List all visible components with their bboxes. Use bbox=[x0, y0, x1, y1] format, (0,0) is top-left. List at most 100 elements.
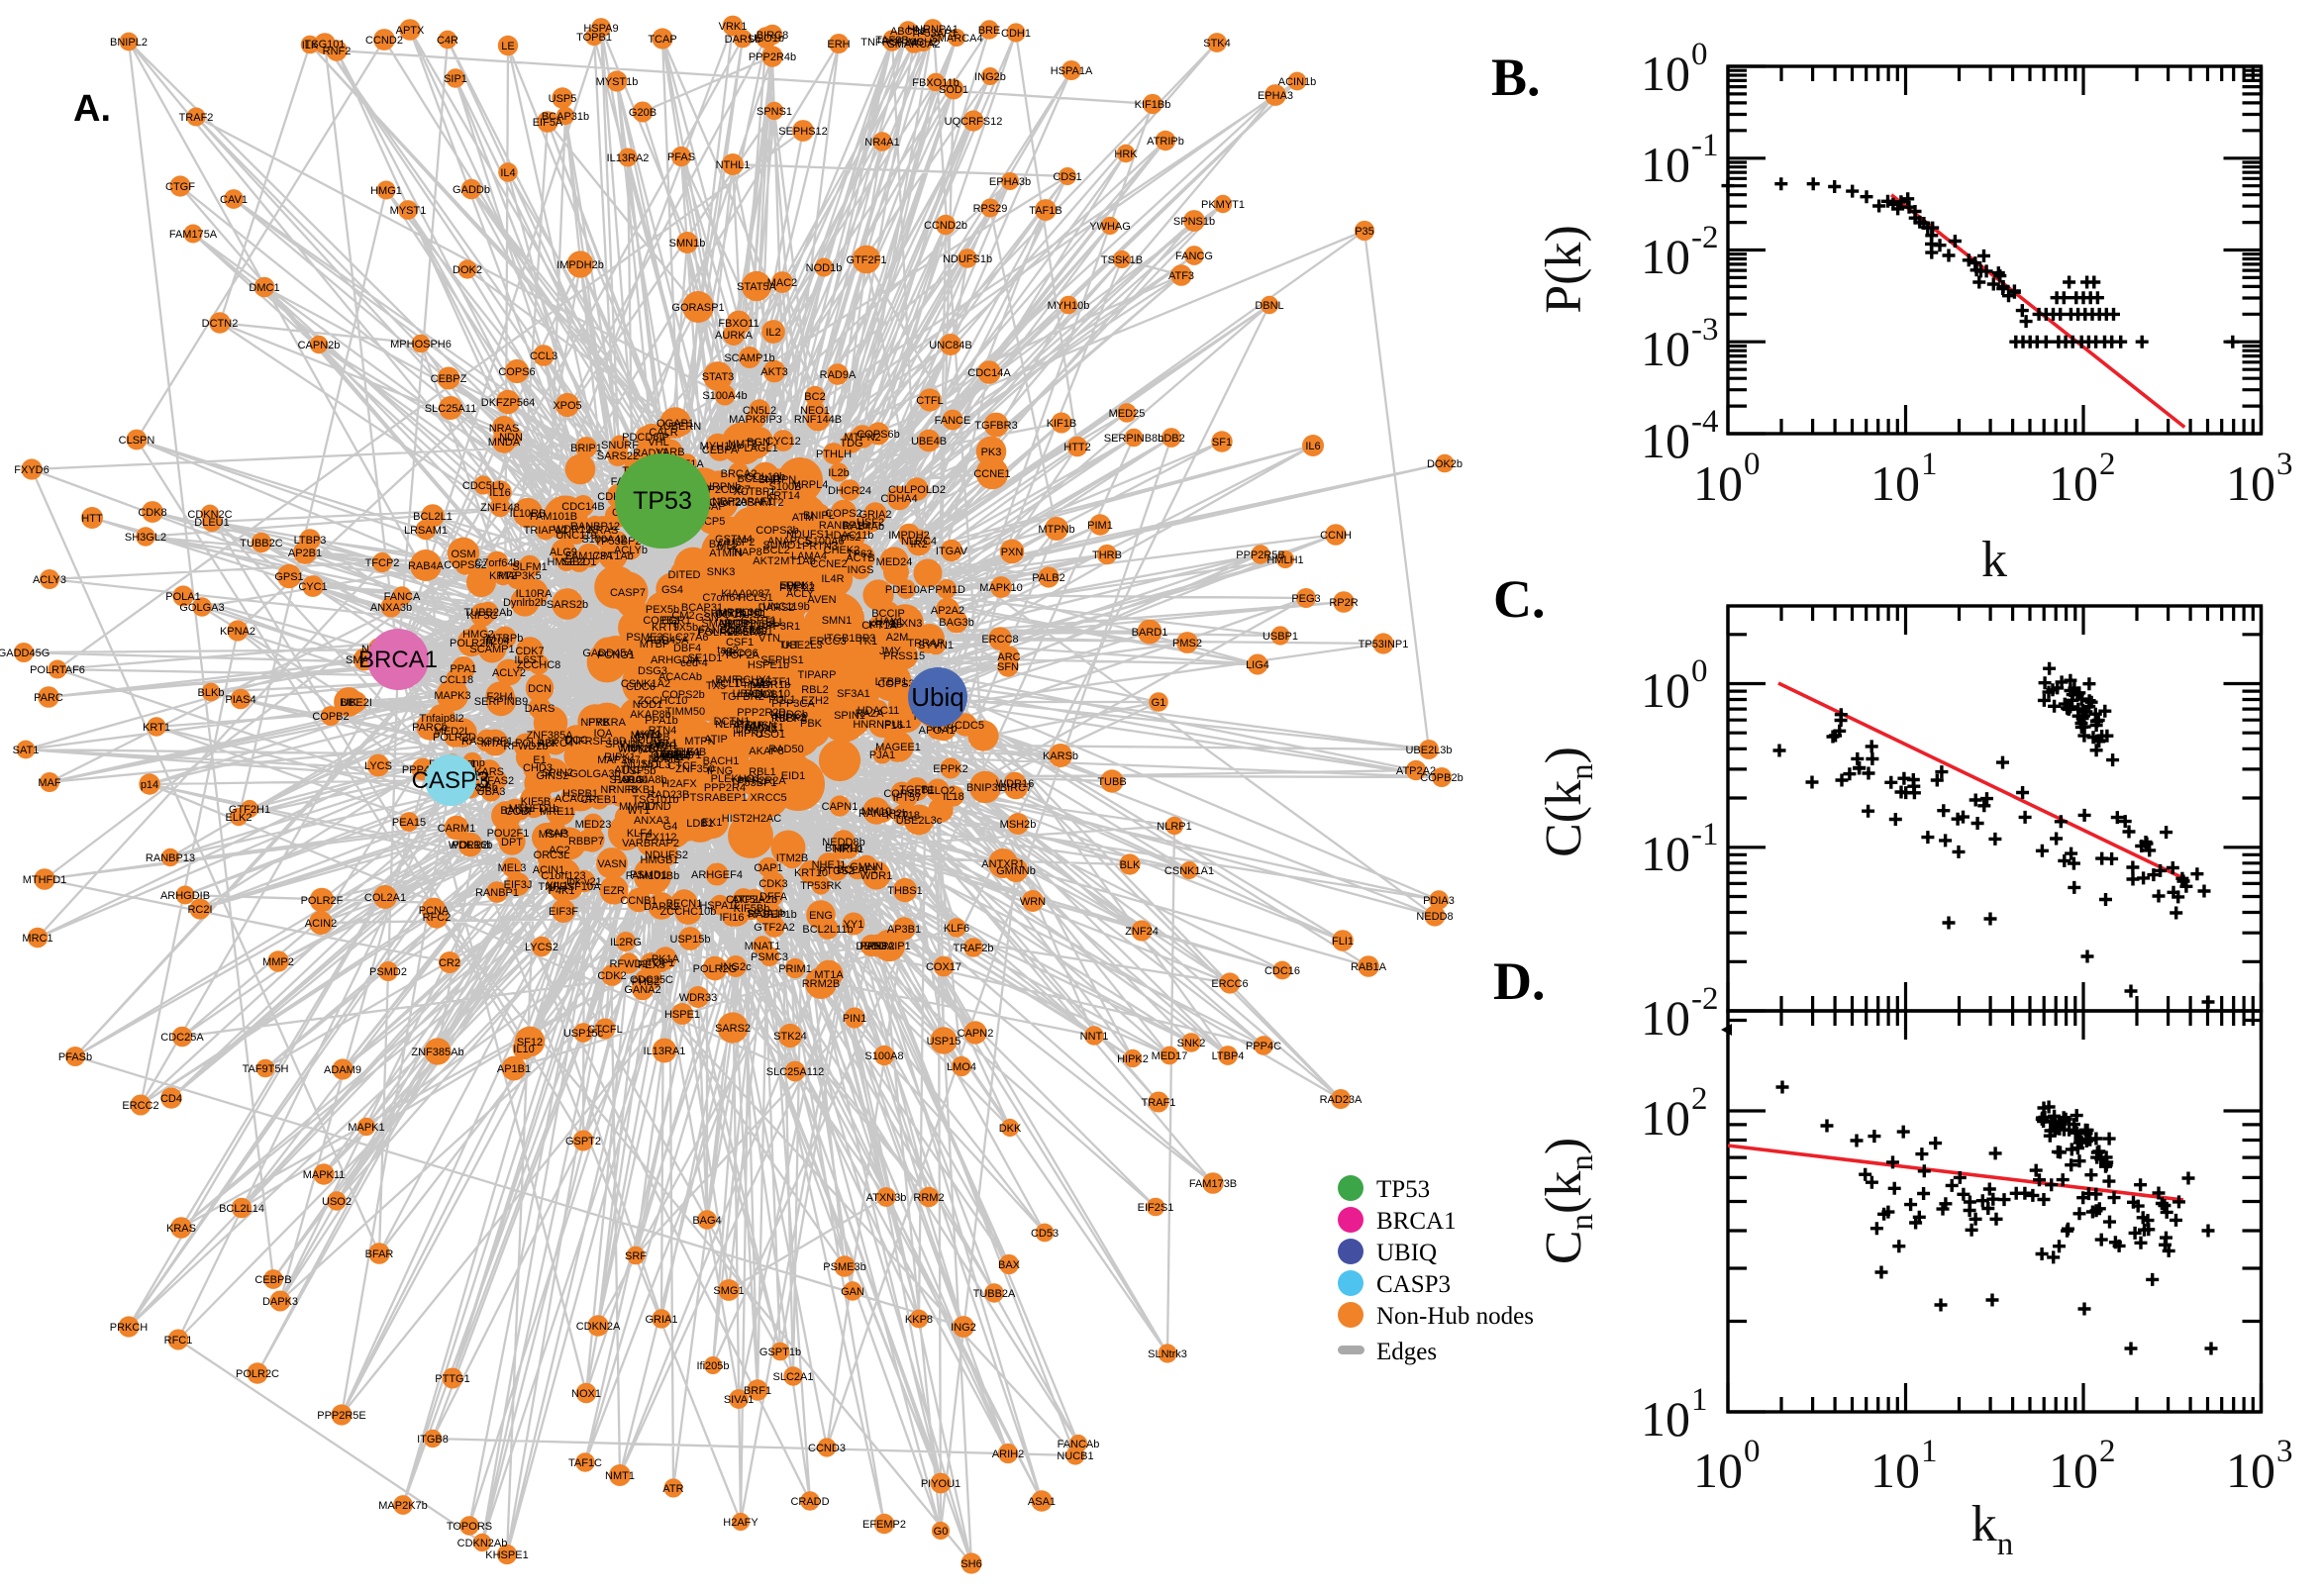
svg-text:BNIPLb: BNIPLb bbox=[825, 843, 862, 854]
svg-text:BAP1: BAP1 bbox=[709, 539, 737, 550]
svg-text:S100A4b: S100A4b bbox=[702, 390, 747, 402]
svg-text:NHEJ1: NHEJ1 bbox=[812, 859, 847, 871]
svg-text:MTPN2: MTPN2 bbox=[844, 432, 880, 444]
svg-text:C(kn): C(kn) bbox=[1536, 747, 1600, 857]
svg-text:SERPINB8: SERPINB8 bbox=[721, 619, 774, 631]
svg-text:2: 2 bbox=[2099, 447, 2116, 482]
svg-text:MSH2b: MSH2b bbox=[1000, 819, 1037, 831]
svg-text:COPS2b: COPS2b bbox=[661, 689, 704, 701]
svg-text:TUBB2Ab: TUBB2Ab bbox=[464, 607, 513, 619]
svg-text:P4K1: P4K1 bbox=[549, 885, 575, 897]
svg-text:WRN: WRN bbox=[1020, 896, 1046, 908]
svg-text:WDR33: WDR33 bbox=[679, 992, 718, 1004]
svg-text:KPNA2: KPNA2 bbox=[220, 626, 255, 638]
svg-text:NUMB: NUMB bbox=[649, 753, 680, 765]
svg-text:PPP4C: PPP4C bbox=[1246, 1041, 1281, 1052]
svg-text:AKT3: AKT3 bbox=[760, 366, 788, 378]
svg-text:DLEU1: DLEU1 bbox=[194, 517, 229, 529]
svg-text:ADD45A: ADD45A bbox=[647, 635, 689, 647]
svg-text:ERH: ERH bbox=[827, 39, 850, 50]
svg-text:NOX1: NOX1 bbox=[571, 1388, 601, 1400]
svg-text:CALR: CALR bbox=[649, 427, 677, 439]
svg-text:TELO2: TELO2 bbox=[921, 785, 956, 797]
svg-text:ARHGDIA: ARHGDIA bbox=[651, 654, 701, 666]
svg-text:POLR2G: POLR2G bbox=[693, 963, 738, 975]
svg-text:LMO4: LMO4 bbox=[947, 1061, 976, 1073]
svg-text:TAF1C: TAF1C bbox=[568, 1457, 602, 1469]
svg-text:ATRIPb: ATRIPb bbox=[1147, 136, 1184, 148]
svg-text:STK24: STK24 bbox=[773, 1031, 807, 1043]
svg-text:CAPN2: CAPN2 bbox=[958, 1028, 994, 1040]
svg-text:SRF: SRF bbox=[625, 1250, 647, 1262]
svg-text:POLR2B: POLR2B bbox=[697, 627, 740, 639]
svg-text:MED2L: MED2L bbox=[435, 726, 471, 738]
svg-text:DCTN1: DCTN1 bbox=[714, 716, 751, 728]
svg-text:CD4: CD4 bbox=[160, 1093, 182, 1105]
svg-text:KRT18: KRT18 bbox=[886, 810, 920, 822]
svg-text:LYCS: LYCS bbox=[364, 760, 392, 772]
svg-text:CDC7: CDC7 bbox=[721, 484, 751, 496]
svg-text:ITGB8: ITGB8 bbox=[417, 1434, 449, 1446]
svg-text:CN5L2: CN5L2 bbox=[743, 405, 776, 417]
svg-text:MNDA: MNDA bbox=[488, 437, 521, 449]
svg-text:SLC27A6: SLC27A6 bbox=[661, 632, 708, 644]
svg-text:BCLAF1: BCLAF1 bbox=[837, 864, 878, 876]
svg-text:ATP2A2: ATP2A2 bbox=[1396, 765, 1436, 777]
svg-text:1: 1 bbox=[1921, 447, 1938, 482]
svg-text:INGS: INGS bbox=[848, 564, 874, 576]
svg-text:DCC: DCC bbox=[564, 735, 588, 747]
svg-text:IFNG: IFNG bbox=[707, 765, 733, 777]
svg-text:WNT2B: WNT2B bbox=[618, 744, 656, 755]
svg-text:Tnfaip8l2: Tnfaip8l2 bbox=[419, 713, 463, 725]
svg-text:COBF: COBF bbox=[505, 806, 536, 818]
svg-text:IER3: IER3 bbox=[740, 627, 763, 639]
svg-text:BRCA2: BRCA2 bbox=[721, 468, 758, 480]
svg-text:SARS2b: SARS2b bbox=[547, 599, 588, 611]
svg-text:PPP3R1: PPP3R1 bbox=[758, 621, 800, 633]
svg-text:USP15: USP15 bbox=[927, 1036, 961, 1047]
svg-text:UF1: UF1 bbox=[786, 580, 807, 592]
svg-text:SF3A1b: SF3A1b bbox=[747, 908, 786, 920]
svg-text:CD53: CD53 bbox=[1031, 1228, 1059, 1240]
svg-text:CCL18: CCL18 bbox=[440, 674, 473, 686]
svg-text:USO1: USO1 bbox=[756, 729, 785, 741]
svg-text:FANCD2: FANCD2 bbox=[698, 625, 741, 637]
svg-text:CCNB1: CCNB1 bbox=[620, 895, 656, 907]
svg-text:GPS2: GPS2 bbox=[726, 626, 755, 638]
svg-text:POU2F1: POU2F1 bbox=[487, 828, 530, 840]
svg-text:NRAS: NRAS bbox=[489, 423, 520, 435]
svg-text:AP1B1: AP1B1 bbox=[497, 1063, 531, 1075]
svg-text:pfs2: pfs2 bbox=[841, 532, 861, 544]
svg-text:MT1Ab: MT1Ab bbox=[780, 555, 815, 567]
svg-text:TP53INP1: TP53INP1 bbox=[1359, 639, 1409, 650]
svg-text:-4: -4 bbox=[1691, 404, 1719, 440]
svg-text:VTN: VTN bbox=[758, 633, 780, 645]
svg-text:ANAPC5: ANAPC5 bbox=[767, 536, 811, 548]
svg-text:RCHY1: RCHY1 bbox=[735, 674, 771, 686]
svg-text:PXN: PXN bbox=[1001, 547, 1024, 558]
svg-text:P(k): P(k) bbox=[1536, 225, 1592, 314]
svg-text:BAX: BAX bbox=[998, 1259, 1021, 1271]
svg-text:SLC2A1: SLC2A1 bbox=[773, 1371, 814, 1383]
svg-text:POLR2F: POLR2F bbox=[301, 895, 344, 907]
svg-text:UBA1: UBA1 bbox=[650, 740, 678, 751]
svg-text:PLAGL1: PLAGL1 bbox=[737, 443, 778, 454]
svg-text:FAM101B: FAM101B bbox=[530, 511, 577, 523]
svg-text:RAP: RAP bbox=[546, 828, 568, 840]
svg-text:UBE2L3: UBE2L3 bbox=[782, 640, 823, 651]
svg-text:G1: G1 bbox=[1152, 697, 1166, 709]
svg-text:MAPK8IP3: MAPK8IP3 bbox=[729, 414, 782, 426]
svg-text:ATXN3: ATXN3 bbox=[888, 618, 923, 630]
svg-text:POLR2C: POLR2C bbox=[236, 1368, 279, 1380]
svg-text:RBL1: RBL1 bbox=[749, 766, 776, 778]
svg-text:ERCC8: ERCC8 bbox=[981, 634, 1018, 646]
svg-text:PTHLH: PTHLH bbox=[816, 449, 852, 460]
svg-text:AKT1: AKT1 bbox=[634, 729, 661, 741]
svg-text:NDUFS1: NDUFS1 bbox=[786, 529, 830, 541]
svg-text:RAD50: RAD50 bbox=[768, 744, 803, 755]
svg-text:USP15b: USP15b bbox=[670, 934, 711, 946]
svg-text:THAP8: THAP8 bbox=[727, 547, 761, 558]
svg-text:ML2: ML2 bbox=[717, 541, 738, 552]
svg-text:CDKN2C: CDKN2C bbox=[187, 509, 232, 521]
svg-text:KLF6: KLF6 bbox=[944, 923, 969, 935]
